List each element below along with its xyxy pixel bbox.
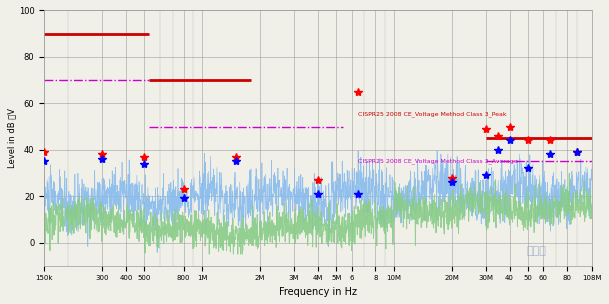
Text: CISPR25 2008 CE_Voltage Method Class 3_Average: CISPR25 2008 CE_Voltage Method Class 3_A…	[358, 158, 518, 164]
X-axis label: Frequency in Hz: Frequency in Hz	[280, 287, 357, 297]
Text: 日月辰: 日月辰	[527, 246, 546, 256]
Text: CISPR25 2008 CE_Voltage Method Class 3_Peak: CISPR25 2008 CE_Voltage Method Class 3_P…	[358, 112, 507, 117]
Y-axis label: Level in dB 微V: Level in dB 微V	[7, 108, 16, 168]
